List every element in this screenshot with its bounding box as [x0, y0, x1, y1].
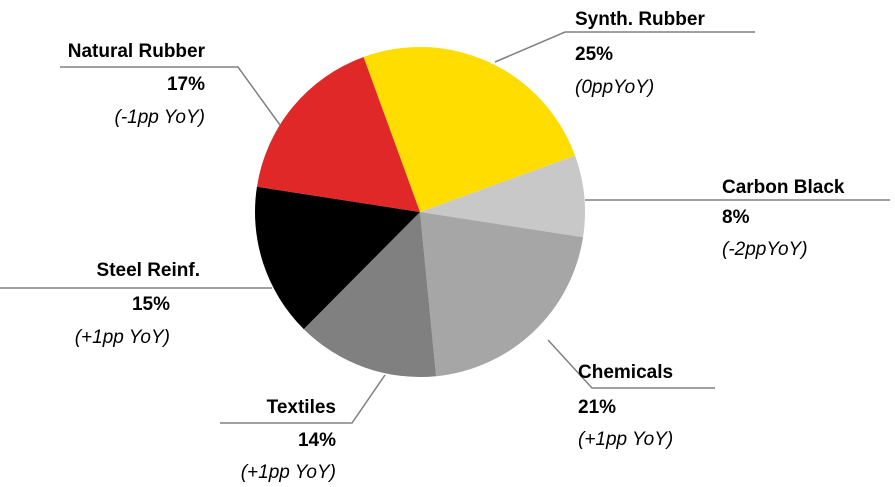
percent-value: 15 — [132, 294, 154, 315]
slice-name: Carbon Black — [722, 177, 845, 198]
slice-percent: 17% — [167, 74, 205, 95]
slice-note: (0ppYoY) — [575, 77, 654, 98]
slice-name: Textiles — [267, 397, 336, 418]
slice-percent: 25% — [575, 44, 613, 65]
pie-slice — [420, 212, 584, 377]
slice-name: Synth. Rubber — [575, 9, 705, 30]
pie-slice — [255, 186, 420, 330]
percent-value: 8 — [722, 207, 733, 228]
leader-line — [220, 374, 386, 424]
percent-value: 14 — [298, 430, 320, 451]
percent-value: 17 — [167, 74, 188, 95]
percent-value: 25 — [575, 44, 597, 65]
pie-slice — [363, 47, 576, 213]
slice-note: (-2ppYoY) — [722, 239, 808, 260]
slice-name: Chemicals — [578, 362, 673, 383]
pie-slice — [303, 212, 437, 377]
slice-percent: 21% — [578, 397, 616, 418]
slice-note: (+1pp YoY) — [241, 462, 336, 483]
leader-line — [494, 31, 755, 63]
pie-slice — [256, 56, 420, 213]
slice-note: (-1pp YoY) — [115, 107, 205, 128]
leader-line — [60, 66, 281, 126]
slice-name: Natural Rubber — [68, 41, 206, 62]
leader-line — [547, 339, 715, 389]
slice-note: (+1pp YoY) — [75, 327, 170, 348]
slice-percent: 15% — [132, 294, 170, 315]
slice-percent: 8% — [722, 207, 750, 228]
slice-name: Steel Reinf. — [97, 260, 200, 281]
pie-slice — [420, 155, 585, 238]
percent-value: 21 — [578, 397, 600, 418]
slice-note: (+1pp YoY) — [578, 429, 673, 450]
slice-percent: 14% — [298, 430, 336, 451]
